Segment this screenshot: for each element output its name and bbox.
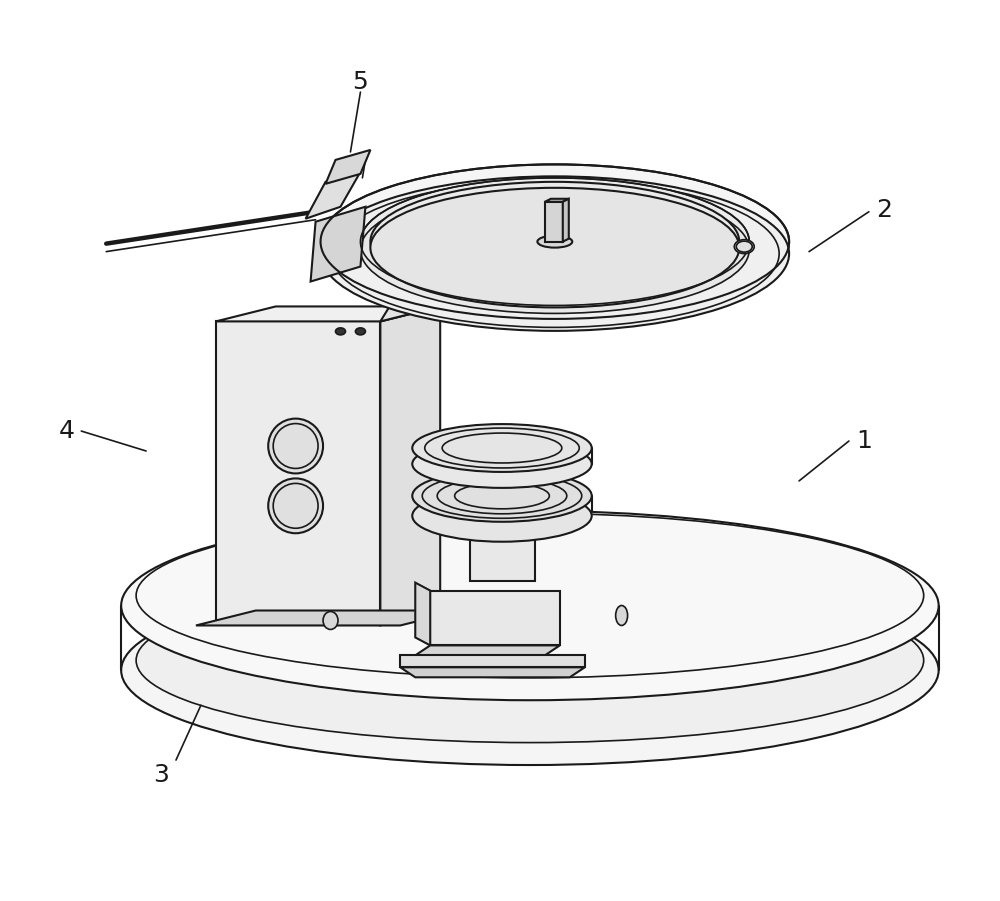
Text: 5: 5 xyxy=(353,70,368,94)
Ellipse shape xyxy=(537,236,572,248)
Polygon shape xyxy=(470,471,535,580)
Polygon shape xyxy=(545,202,563,241)
Polygon shape xyxy=(400,668,585,678)
Polygon shape xyxy=(326,150,370,184)
Ellipse shape xyxy=(412,470,592,522)
Polygon shape xyxy=(311,206,365,281)
Ellipse shape xyxy=(136,578,924,742)
Ellipse shape xyxy=(321,164,789,319)
Ellipse shape xyxy=(360,177,749,305)
Text: 1: 1 xyxy=(856,429,872,453)
Ellipse shape xyxy=(121,511,939,700)
Polygon shape xyxy=(400,655,585,668)
Ellipse shape xyxy=(370,187,739,307)
Polygon shape xyxy=(430,590,560,645)
Ellipse shape xyxy=(121,576,939,765)
Polygon shape xyxy=(216,306,440,322)
Ellipse shape xyxy=(323,612,338,630)
Text: 4: 4 xyxy=(58,419,74,443)
Polygon shape xyxy=(216,322,380,625)
Ellipse shape xyxy=(321,177,789,331)
Ellipse shape xyxy=(360,186,749,314)
Polygon shape xyxy=(306,172,360,219)
Ellipse shape xyxy=(370,182,739,302)
Ellipse shape xyxy=(268,419,323,473)
Ellipse shape xyxy=(734,240,754,253)
Ellipse shape xyxy=(616,605,628,625)
Polygon shape xyxy=(196,611,460,625)
Ellipse shape xyxy=(355,328,365,335)
Polygon shape xyxy=(415,645,560,655)
Ellipse shape xyxy=(470,462,534,480)
Ellipse shape xyxy=(412,440,592,487)
Text: 3: 3 xyxy=(153,763,169,787)
Polygon shape xyxy=(380,241,480,322)
Ellipse shape xyxy=(331,180,779,327)
Polygon shape xyxy=(415,583,430,645)
Ellipse shape xyxy=(268,478,323,533)
Ellipse shape xyxy=(412,490,592,542)
Text: 2: 2 xyxy=(876,197,892,222)
Polygon shape xyxy=(380,306,440,625)
Polygon shape xyxy=(545,199,569,202)
Polygon shape xyxy=(563,199,569,241)
Ellipse shape xyxy=(412,424,592,472)
Ellipse shape xyxy=(336,328,345,335)
